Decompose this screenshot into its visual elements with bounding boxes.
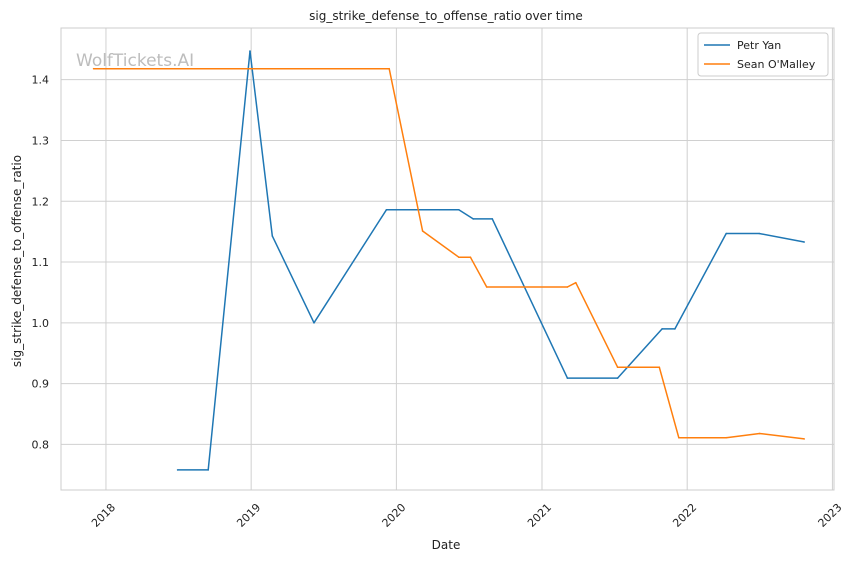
data-point-petr-yan bbox=[271, 235, 274, 237]
data-point-petr-yan bbox=[674, 328, 676, 330]
watermark-text: WolfTickets.AI bbox=[76, 51, 194, 71]
data-point-sean-o-malley bbox=[725, 436, 727, 439]
legend: Petr Yan Sean O'Malley bbox=[697, 32, 829, 77]
x-axis-label: Date bbox=[432, 538, 461, 552]
data-point-petr-yan bbox=[472, 218, 475, 220]
data-point-petr-yan bbox=[758, 232, 760, 235]
data-point-petr-yan bbox=[661, 328, 663, 330]
plot-area-frame bbox=[60, 27, 835, 491]
data-point-petr-yan bbox=[725, 232, 727, 235]
data-point-sean-o-malley bbox=[616, 366, 619, 369]
legend-label-sean-omalley: Sean O'Malley bbox=[737, 58, 816, 71]
data-point-sean-o-malley bbox=[421, 230, 424, 232]
data-point-sean-o-malley bbox=[388, 67, 391, 70]
data-point-petr-yan bbox=[207, 469, 209, 471]
y-tick-label: 1.2 bbox=[32, 195, 50, 208]
data-point-petr-yan bbox=[176, 469, 179, 471]
y-tick-label: 1.0 bbox=[32, 317, 50, 330]
data-point-petr-yan bbox=[491, 218, 494, 220]
y-tick-label: 0.8 bbox=[32, 438, 50, 451]
data-point-sean-o-malley bbox=[575, 281, 577, 284]
grid bbox=[61, 28, 834, 490]
y-tick-label: 0.9 bbox=[32, 378, 50, 391]
data-point-petr-yan bbox=[566, 377, 569, 379]
y-axis-label: sig_strike_defense_to_offense_ratio bbox=[10, 155, 24, 367]
series-line-sean-o-malley bbox=[93, 67, 805, 440]
legend-box bbox=[697, 32, 829, 77]
legend-label-petr-yan: Petr Yan bbox=[737, 39, 781, 52]
data-point-petr-yan bbox=[803, 241, 805, 243]
data-point-petr-yan bbox=[313, 322, 315, 324]
data-point-petr-yan bbox=[249, 50, 251, 52]
y-tick-label: 1.3 bbox=[32, 134, 50, 147]
y-tick-label: 1.1 bbox=[32, 256, 50, 269]
y-tick-label: 1.4 bbox=[32, 74, 50, 87]
data-point-sean-o-malley bbox=[803, 438, 805, 440]
data-point-sean-o-malley bbox=[566, 286, 569, 288]
series-layer bbox=[92, 50, 805, 471]
series-line-petr-yan bbox=[177, 50, 805, 471]
data-point-sean-o-malley bbox=[758, 432, 761, 435]
data-point-sean-o-malley bbox=[658, 366, 661, 369]
data-point-petr-yan bbox=[458, 209, 460, 211]
data-point-sean-o-malley bbox=[485, 286, 488, 288]
data-point-sean-o-malley bbox=[469, 256, 472, 259]
data-point-sean-o-malley bbox=[678, 436, 680, 439]
chart-title: sig_strike_defense_to_offense_ratio over… bbox=[309, 9, 583, 23]
data-point-petr-yan bbox=[385, 209, 388, 211]
data-point-sean-o-malley bbox=[458, 256, 460, 259]
data-point-sean-o-malley bbox=[92, 67, 95, 70]
data-point-petr-yan bbox=[616, 377, 619, 379]
